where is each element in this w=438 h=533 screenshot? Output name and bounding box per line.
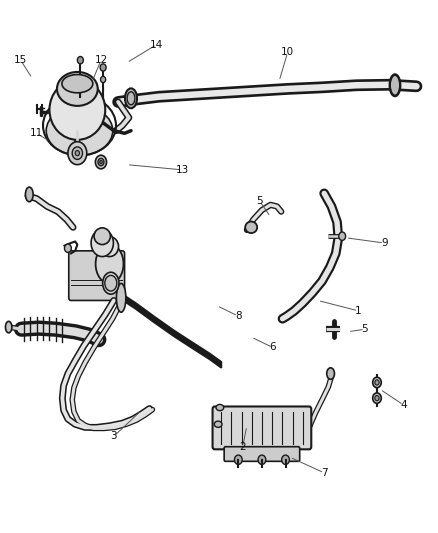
- Circle shape: [375, 395, 379, 401]
- Circle shape: [95, 155, 106, 169]
- Text: 3: 3: [110, 431, 117, 441]
- Ellipse shape: [25, 187, 33, 201]
- FancyBboxPatch shape: [69, 251, 124, 301]
- Ellipse shape: [102, 272, 119, 294]
- Circle shape: [101, 76, 106, 83]
- Text: 13: 13: [176, 165, 189, 175]
- Ellipse shape: [105, 276, 117, 291]
- Circle shape: [100, 64, 106, 71]
- Circle shape: [234, 455, 242, 464]
- Circle shape: [68, 142, 87, 165]
- FancyBboxPatch shape: [224, 447, 300, 462]
- Ellipse shape: [390, 74, 400, 96]
- Circle shape: [72, 147, 82, 159]
- Circle shape: [78, 56, 83, 64]
- Text: 11: 11: [30, 128, 43, 138]
- Ellipse shape: [216, 405, 224, 410]
- Circle shape: [98, 158, 104, 166]
- Circle shape: [375, 380, 379, 385]
- Circle shape: [258, 455, 266, 464]
- Circle shape: [75, 150, 79, 156]
- Text: 6: 6: [269, 343, 276, 352]
- Ellipse shape: [46, 106, 113, 156]
- Circle shape: [339, 232, 346, 240]
- Ellipse shape: [327, 368, 335, 379]
- Ellipse shape: [49, 80, 105, 140]
- Circle shape: [373, 377, 381, 387]
- Text: 15: 15: [14, 55, 27, 65]
- Ellipse shape: [91, 229, 113, 256]
- Text: 4: 4: [400, 400, 407, 410]
- Text: 7: 7: [321, 468, 328, 478]
- Ellipse shape: [95, 244, 124, 284]
- Circle shape: [282, 455, 290, 464]
- Ellipse shape: [101, 237, 119, 256]
- Ellipse shape: [57, 72, 98, 106]
- Text: 12: 12: [94, 55, 108, 65]
- Text: 10: 10: [281, 47, 294, 58]
- Ellipse shape: [94, 228, 110, 245]
- Text: 5: 5: [362, 324, 368, 334]
- Text: 1: 1: [355, 306, 362, 316]
- Text: 5: 5: [257, 196, 263, 206]
- Ellipse shape: [125, 88, 137, 108]
- FancyBboxPatch shape: [212, 407, 311, 449]
- Text: 9: 9: [381, 238, 388, 248]
- Ellipse shape: [5, 321, 12, 333]
- Text: 2: 2: [239, 442, 246, 451]
- Ellipse shape: [117, 284, 126, 312]
- Ellipse shape: [245, 222, 257, 233]
- Circle shape: [64, 244, 71, 253]
- Text: 14: 14: [150, 39, 163, 50]
- Circle shape: [373, 393, 381, 403]
- Text: 8: 8: [235, 311, 242, 321]
- Circle shape: [100, 160, 102, 164]
- Ellipse shape: [62, 75, 93, 93]
- Ellipse shape: [214, 421, 222, 427]
